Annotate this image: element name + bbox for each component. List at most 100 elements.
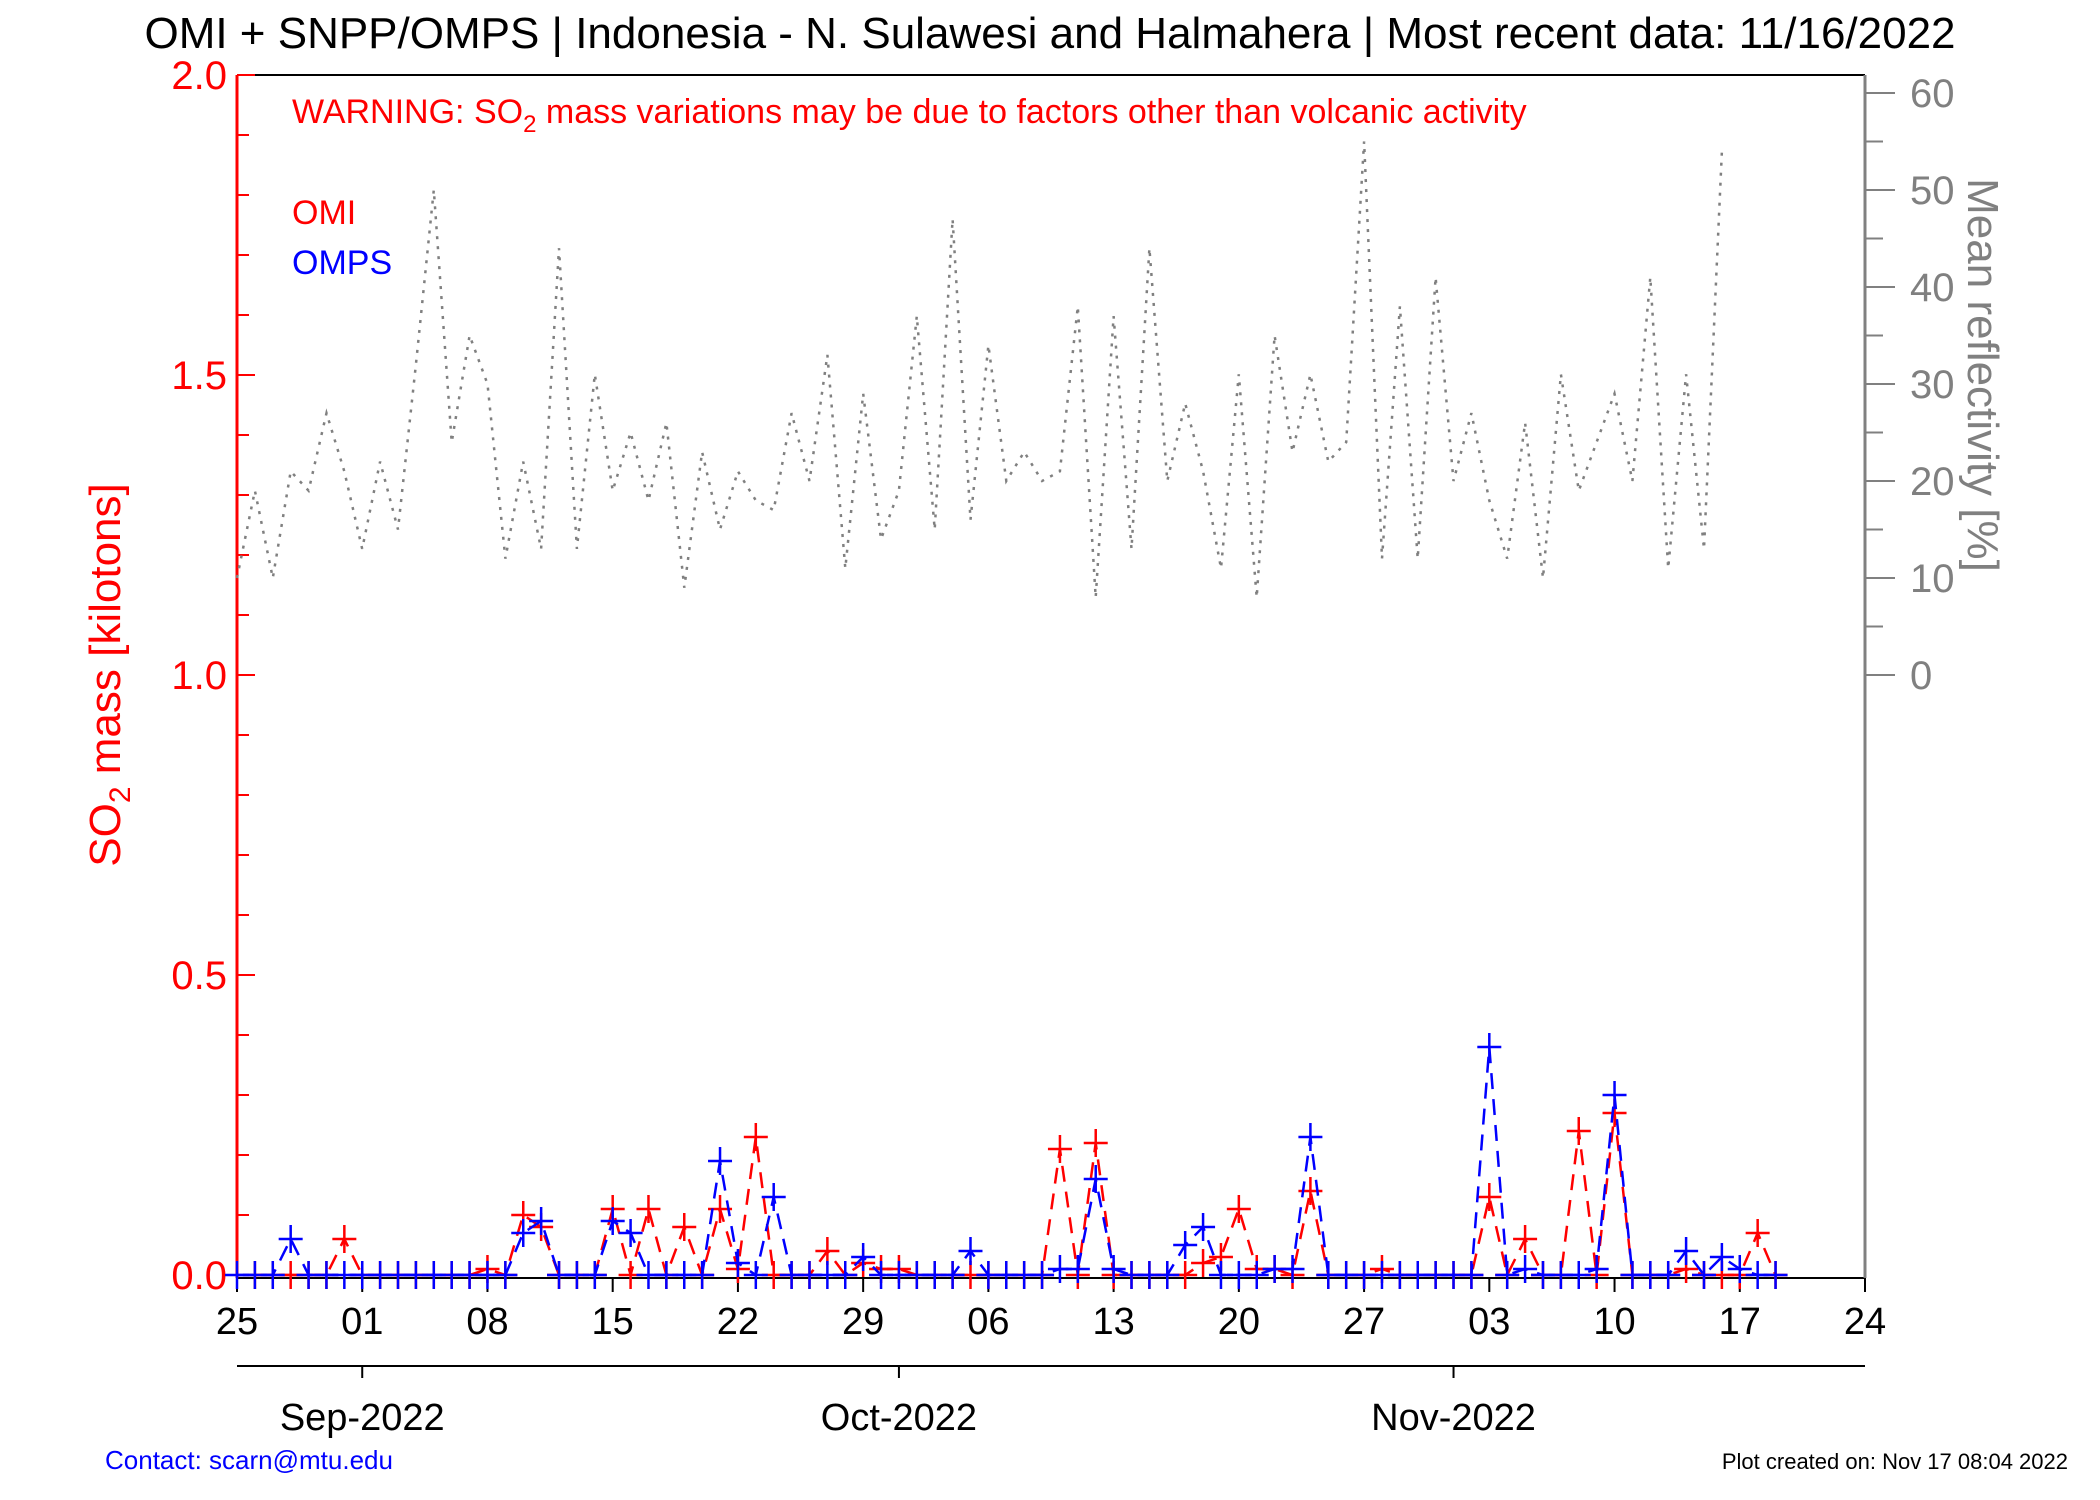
- contact-text: Contact: scarn@mtu.edu: [105, 1445, 393, 1475]
- omi-data-point: [1745, 1219, 1770, 1247]
- omps-data-point: [1065, 1255, 1090, 1283]
- right-axis-ticks: 0 10 20 30 40 50 60: [1865, 72, 1955, 698]
- omps-data-point: [1477, 1033, 1502, 1061]
- omps-data-point: [851, 1243, 876, 1271]
- right-tick-label: 60: [1910, 72, 1955, 116]
- legend-omps: OMPS: [292, 244, 392, 282]
- left-tick-label: 0.5: [171, 954, 227, 998]
- mean-reflectivity-series-line: [235, 141, 1724, 598]
- x-tick-label: 29: [842, 1301, 884, 1343]
- x-tick-label: 20: [1218, 1301, 1260, 1343]
- omps-data-point: [1513, 1255, 1538, 1283]
- omps-data-point: [1298, 1123, 1323, 1151]
- omps-data-point: [1155, 1261, 1180, 1289]
- omi-data-point: [332, 1225, 357, 1253]
- omps-data-point: [761, 1183, 786, 1211]
- x-tick-label: 15: [592, 1301, 634, 1343]
- omps-data-point: [1030, 1261, 1055, 1289]
- omps-data-point: [1495, 1261, 1520, 1289]
- omps-data-point: [493, 1261, 518, 1289]
- omi-data-point: [636, 1195, 661, 1223]
- omps-data-point: [1244, 1261, 1269, 1289]
- omi-data-point: [1477, 1183, 1502, 1211]
- month-label: Nov-2022: [1371, 1397, 1536, 1439]
- left-axis-label-suffix: mass [kilotons]: [81, 483, 130, 786]
- warning-suffix: mass variations may be due to factors ot…: [536, 93, 1526, 131]
- omps-data-point: [1101, 1255, 1126, 1283]
- left-tick-label: 1.5: [171, 354, 227, 398]
- omps-data-point: [511, 1219, 536, 1247]
- right-tick-label: 20: [1910, 460, 1955, 504]
- omps-data-point: [529, 1207, 554, 1235]
- created-timestamp: Plot created on: Nov 17 08:04 2022: [1722, 1449, 2068, 1474]
- omps-data-point: [1173, 1231, 1198, 1259]
- omps-data-point: [582, 1261, 607, 1289]
- omps-data-point: [1727, 1255, 1752, 1283]
- chart-title: OMI + SNPP/OMPS | Indonesia - N. Sulawes…: [144, 9, 1955, 58]
- x-axis-ticks: 25 01 08 15 22 29 06 13 20 27 03 10 17 24: [216, 1278, 1886, 1343]
- omps-data-point: [958, 1237, 983, 1265]
- omps-data-point: [1709, 1243, 1734, 1271]
- omps-data-point: [1656, 1261, 1681, 1289]
- month-label: Oct-2022: [821, 1397, 977, 1439]
- omi-data-point: [1513, 1225, 1538, 1253]
- omps-data-point: [725, 1249, 750, 1277]
- omps-data-point: [1674, 1237, 1699, 1265]
- omps-data-point: [1584, 1255, 1609, 1283]
- omi-data-point: [1083, 1129, 1108, 1157]
- left-tick-label: 0.0: [171, 1254, 227, 1298]
- omps-data-point: [1280, 1255, 1305, 1283]
- omps-data-point: [1459, 1261, 1484, 1289]
- month-label: Sep-2022: [280, 1397, 445, 1439]
- x-tick-label: 27: [1343, 1301, 1385, 1343]
- month-axis: Sep-2022 Oct-2022 Nov-2022: [280, 1366, 1536, 1439]
- right-tick-label: 40: [1910, 266, 1955, 310]
- left-tick-label: 2.0: [171, 54, 227, 98]
- omps-data-point: [940, 1261, 965, 1289]
- x-tick-label: 24: [1844, 1301, 1886, 1343]
- left-axis-label-subscript: 2: [104, 786, 137, 803]
- right-tick-label: 30: [1910, 363, 1955, 407]
- left-axis-label: SO2 mass [kilotons]: [81, 483, 137, 866]
- left-tick-label: 1.0: [171, 654, 227, 698]
- warning-prefix: WARNING: SO: [292, 93, 523, 131]
- x-tick-label: 25: [216, 1301, 258, 1343]
- omps-data-point: [833, 1261, 858, 1289]
- left-axis-label-prefix: SO: [81, 803, 130, 867]
- right-axis-label: Mean reflectivity [%]: [1958, 178, 2007, 572]
- omps-data-point: [618, 1219, 643, 1247]
- omi-data-point: [1226, 1195, 1251, 1223]
- omi-series-line: [254, 1112, 1777, 1280]
- omi-data-point: [1566, 1117, 1591, 1145]
- omps-data-point: [708, 1147, 733, 1175]
- x-tick-label: 08: [466, 1301, 508, 1343]
- x-tick-label: 22: [717, 1301, 759, 1343]
- omps-data-point: [600, 1207, 625, 1235]
- omi-data-point: [1191, 1249, 1216, 1277]
- x-tick-label: 17: [1719, 1301, 1761, 1343]
- warning-text: WARNING: SO2 mass variations may be due …: [292, 93, 1527, 138]
- right-tick-label: 0: [1910, 654, 1932, 698]
- omps-data-point: [1763, 1261, 1788, 1289]
- omi-data-point: [1047, 1135, 1072, 1163]
- omps-data-point: [1691, 1261, 1716, 1289]
- omps-data-point: [260, 1261, 285, 1289]
- x-tick-label: 13: [1092, 1301, 1134, 1343]
- omps-data-point: [1602, 1081, 1627, 1109]
- omps-data-point: [743, 1261, 768, 1289]
- series-layer: [225, 141, 1788, 1289]
- omps-data-point: [1083, 1165, 1108, 1193]
- legend-omi: OMI: [292, 194, 356, 232]
- left-axis-ticks: 0.0 0.5 1.0 1.5 2.0: [171, 54, 255, 1298]
- omps-series-line: [237, 1046, 1776, 1278]
- plot-frame: [235, 74, 1867, 1279]
- omps-data-point: [690, 1261, 715, 1289]
- x-tick-label: 10: [1593, 1301, 1635, 1343]
- omps-data-point: [1191, 1213, 1216, 1241]
- x-tick-label: 03: [1468, 1301, 1510, 1343]
- x-tick-label: 01: [341, 1301, 383, 1343]
- omps-data-point: [278, 1225, 303, 1253]
- omi-data-point: [815, 1237, 840, 1265]
- omi-data-point: [743, 1123, 768, 1151]
